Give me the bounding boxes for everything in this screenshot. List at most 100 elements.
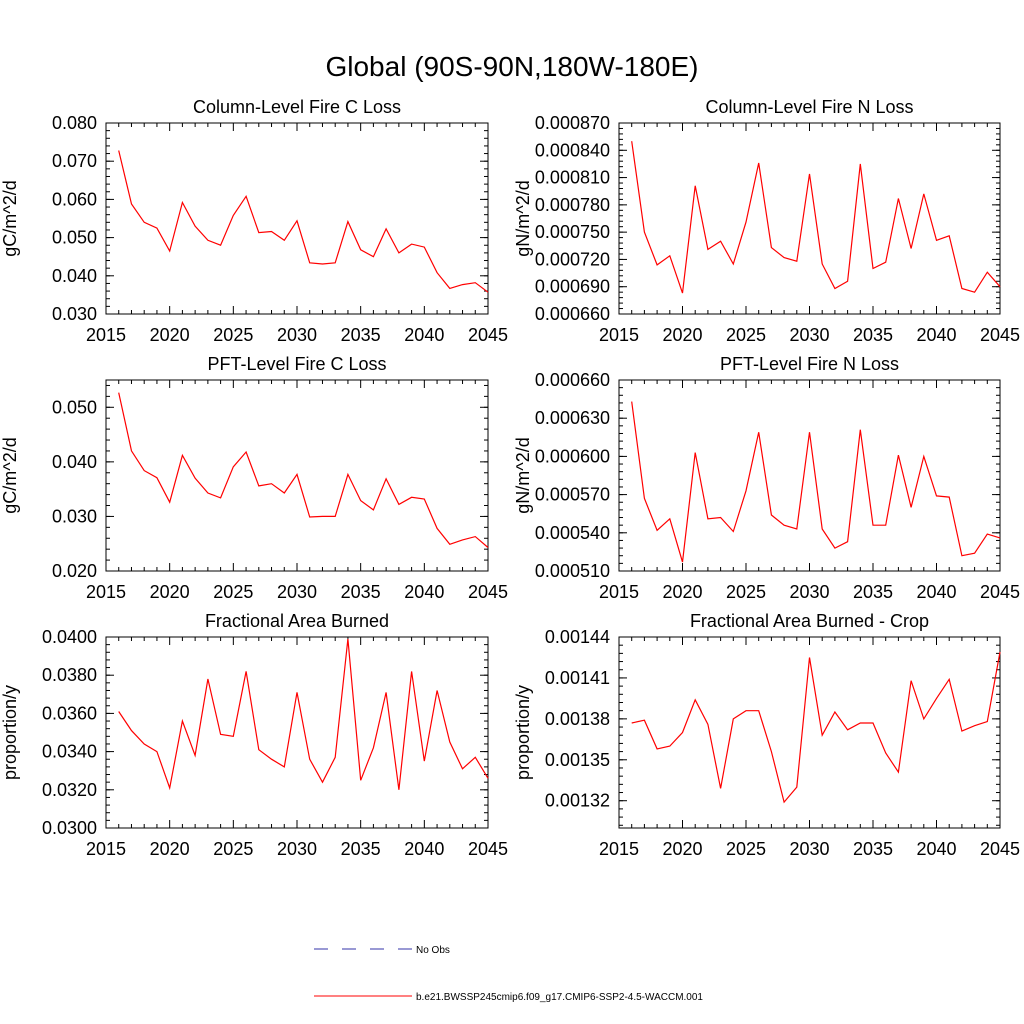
- plot-frame: [618, 636, 1001, 829]
- x-tick-label: 2035: [341, 839, 381, 859]
- x-tick-label: 2020: [150, 582, 190, 602]
- series-line-1: [631, 141, 1001, 294]
- chart-title: Column-Level Fire C Loss: [193, 97, 401, 117]
- y-tick-label: 0.050: [52, 228, 97, 248]
- y-tick-label: 0.00132: [545, 791, 610, 811]
- chart-panel-2: Column-Level Fire N Loss gN/m^2/d 2015 2020…: [513, 97, 1020, 345]
- y-tick-label: 0.000510: [535, 561, 610, 581]
- series-line-1: [118, 392, 489, 548]
- x-tick-label: 2030: [789, 839, 829, 859]
- x-tick-label: 2040: [404, 325, 444, 345]
- x-tick-label: 2015: [599, 582, 639, 602]
- x-tick-label: 2025: [726, 582, 766, 602]
- y-tick-label: 0.000870: [535, 113, 610, 133]
- x-tick-label: 2030: [277, 582, 317, 602]
- chart-panels: Column-Level Fire C Loss gC/m^2/d 2015 2020…: [0, 97, 1020, 859]
- x-tick-label: 2020: [662, 582, 702, 602]
- chart-title: Fractional Area Burned - Crop: [690, 611, 929, 631]
- chart-panel-1: Column-Level Fire C Loss gC/m^2/d 2015 2020…: [0, 97, 508, 345]
- x-tick-label: 2025: [213, 582, 253, 602]
- x-tick-label: 2030: [277, 839, 317, 859]
- x-tick-label: 2020: [662, 839, 702, 859]
- y-tick-label: 0.0380: [42, 665, 97, 685]
- legend-obs-label: No Obs: [416, 945, 450, 956]
- y-tick-label: 0.070: [52, 151, 97, 171]
- y-tick-label: 0.000780: [535, 195, 610, 215]
- y-tick-label: 0.000600: [535, 446, 610, 466]
- x-tick-label: 2035: [341, 582, 381, 602]
- chart-panel-3: PFT-Level Fire C Loss gC/m^2/d 2015 2020 202…: [0, 354, 508, 602]
- plot-frame: [618, 122, 1001, 315]
- y-tick-label: 0.000750: [535, 222, 610, 242]
- x-tick-label: 2045: [980, 582, 1020, 602]
- x-tick-label: 2025: [726, 325, 766, 345]
- y-tick-label: 0.040: [52, 452, 97, 472]
- y-tick-label: 0.000570: [535, 485, 610, 505]
- x-tick-label: 2015: [599, 839, 639, 859]
- y-tick-label: 0.050: [52, 397, 97, 417]
- x-tick-label: 2025: [726, 839, 766, 859]
- series-line-1: [118, 150, 489, 293]
- x-tick-label: 2040: [916, 839, 956, 859]
- chart-title: PFT-Level Fire C Loss: [207, 354, 386, 374]
- series-line-1: [118, 638, 489, 791]
- y-tick-label: 0.000720: [535, 249, 610, 269]
- y-tick-label: 0.000840: [535, 140, 610, 160]
- y-tick-label: 0.000630: [535, 408, 610, 428]
- plot-frame: [105, 636, 489, 829]
- y-tick-label: 0.060: [52, 189, 97, 209]
- y-tick-label: 0.000660: [535, 370, 610, 390]
- x-tick-label: 2020: [150, 839, 190, 859]
- legend-model-label: b.e21.BWSSP245cmip6.f09_g17.CMIP6-SSP2-4…: [416, 992, 703, 1003]
- x-tick-label: 2035: [853, 582, 893, 602]
- y-tick-label: 0.040: [52, 266, 97, 286]
- y-tick-label: 0.000810: [535, 168, 610, 188]
- x-tick-label: 2020: [150, 325, 190, 345]
- x-tick-label: 2040: [916, 325, 956, 345]
- x-tick-label: 2015: [86, 582, 126, 602]
- y-tick-label: 0.030: [52, 304, 97, 324]
- y-tick-label: 0.0360: [42, 703, 97, 723]
- series-line-1: [631, 401, 1001, 563]
- y-tick-label: 0.00138: [545, 709, 610, 729]
- y-tick-label: 0.0340: [42, 742, 97, 762]
- chart-panel-5: Fractional Area Burned proportion/y 2015 20…: [0, 611, 508, 859]
- x-tick-label: 2045: [468, 325, 508, 345]
- legend: No Obs b.e21.BWSSP245cmip6.f09_g17.CMIP6…: [314, 945, 703, 1003]
- chart-title: Column-Level Fire N Loss: [705, 97, 913, 117]
- y-tick-label: 0.00141: [545, 668, 610, 688]
- series-line-1: [631, 651, 1001, 804]
- x-tick-label: 2045: [468, 582, 508, 602]
- page-title: Global (90S-90N,180W-180E): [325, 51, 698, 82]
- x-tick-label: 2045: [980, 839, 1020, 859]
- y-tick-label: 0.00135: [545, 750, 610, 770]
- x-tick-label: 2035: [853, 839, 893, 859]
- y-tick-label: 0.000540: [535, 523, 610, 543]
- y-tick-label: 0.0400: [42, 627, 97, 647]
- chart-panel-6: Fractional Area Burned - Crop proportion/…: [513, 611, 1020, 859]
- x-tick-label: 2035: [853, 325, 893, 345]
- x-tick-label: 2015: [86, 325, 126, 345]
- y-tick-label: 0.020: [52, 561, 97, 581]
- y-axis-label: gN/m^2/d: [513, 437, 533, 513]
- y-axis-label: gC/m^2/d: [0, 180, 20, 256]
- y-axis-label: proportion/y: [0, 685, 20, 780]
- x-tick-label: 2045: [980, 325, 1020, 345]
- x-tick-label: 2025: [213, 325, 253, 345]
- y-tick-label: 0.000690: [535, 277, 610, 297]
- x-tick-label: 2015: [86, 839, 126, 859]
- x-tick-label: 2045: [468, 839, 508, 859]
- x-tick-label: 2015: [599, 325, 639, 345]
- y-axis-label: gC/m^2/d: [0, 437, 20, 513]
- x-tick-label: 2030: [789, 325, 829, 345]
- y-tick-label: 0.030: [52, 506, 97, 526]
- y-tick-label: 0.080: [52, 113, 97, 133]
- x-tick-label: 2025: [213, 839, 253, 859]
- chart-title: PFT-Level Fire N Loss: [720, 354, 899, 374]
- y-tick-label: 0.00144: [545, 627, 610, 647]
- y-axis-label: gN/m^2/d: [513, 180, 533, 256]
- x-tick-label: 2040: [404, 839, 444, 859]
- chart-title: Fractional Area Burned: [205, 611, 389, 631]
- y-tick-label: 0.0320: [42, 780, 97, 800]
